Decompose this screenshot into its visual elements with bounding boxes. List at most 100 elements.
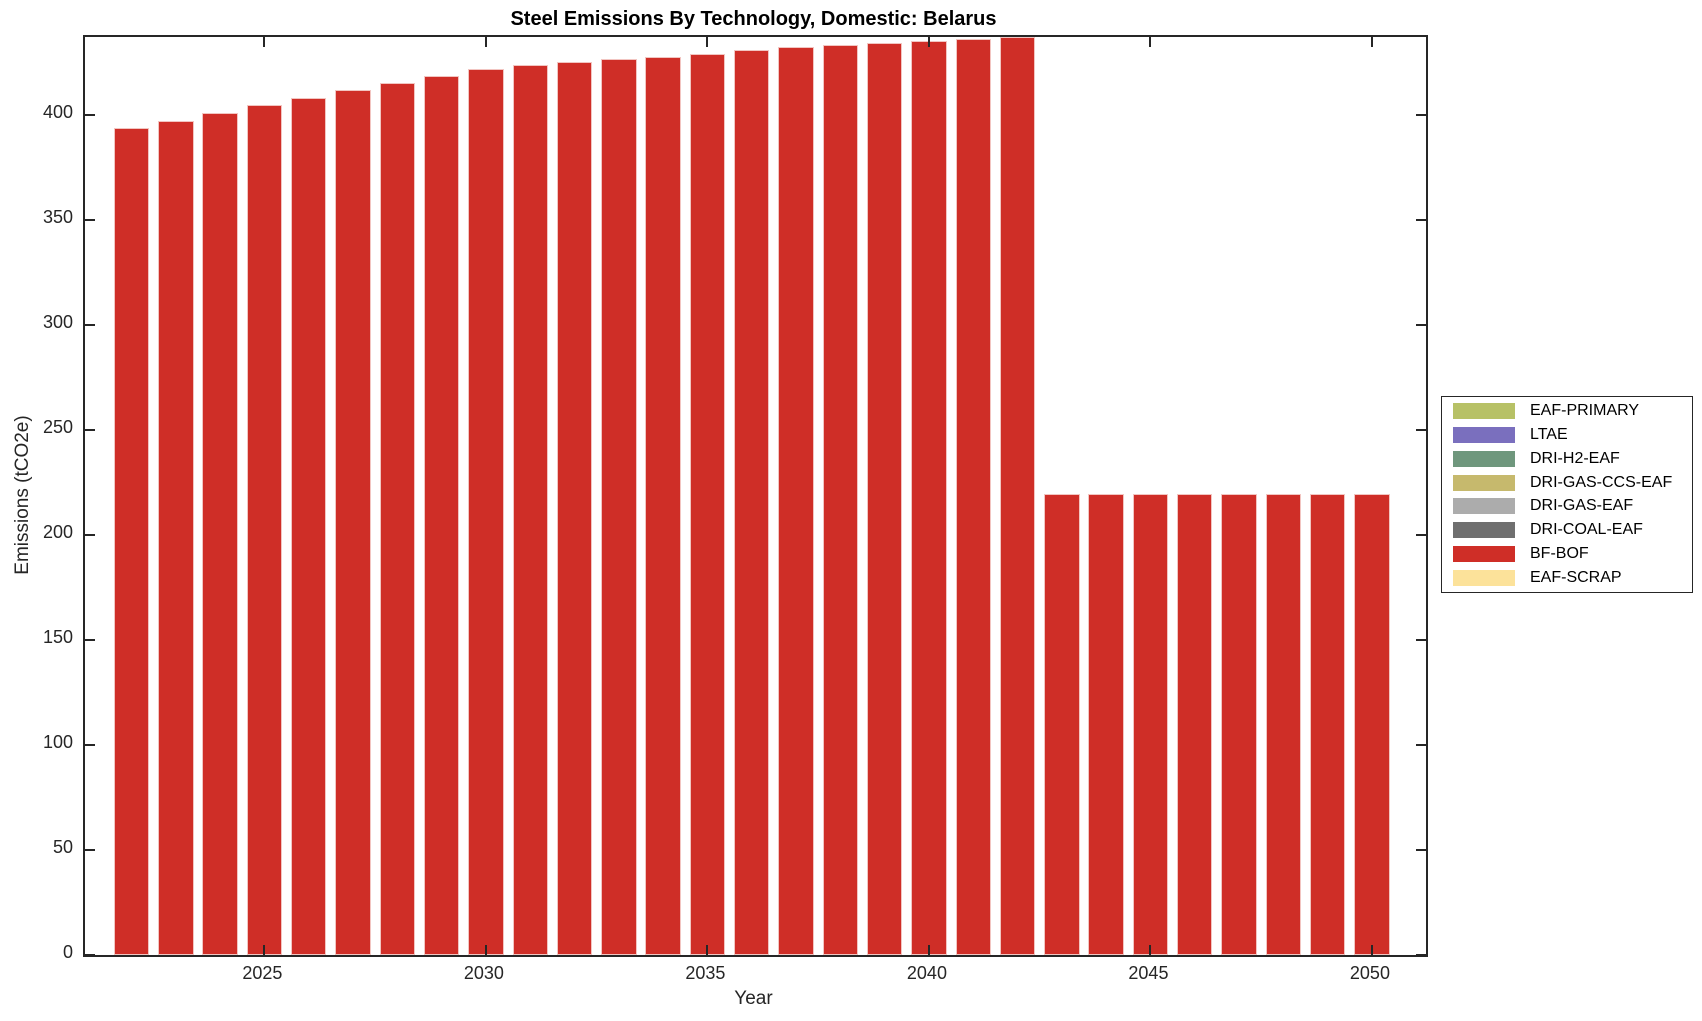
x-tick-2030: [484, 945, 487, 955]
bar-bf-bof-2047: [1221, 494, 1257, 955]
legend-swatch-eaf-scrap: [1453, 570, 1515, 587]
y-tick-200: [85, 534, 95, 537]
bar-bf-bof-2022: [113, 128, 150, 955]
legend-swatch-ltae: [1453, 426, 1515, 443]
bar-bf-bof-2031: [512, 65, 548, 955]
y-tick-250: [85, 429, 95, 432]
bar-bf-bof-2028: [379, 82, 416, 955]
bar-bf-bof-2035: [689, 53, 726, 955]
x-tick-top-2040: [927, 37, 930, 47]
x-axis-label: Year: [734, 988, 773, 1009]
legend-label-eaf-primary: EAF-PRIMARY: [1530, 401, 1640, 419]
legend-swatch-dri-coal-eaf: [1453, 522, 1515, 539]
y-tick-label-100: 100: [42, 732, 73, 753]
legend-label-dri-gas-eaf: DRI-GAS-EAF: [1530, 497, 1634, 515]
x-tick-2050: [1370, 945, 1373, 955]
y-tick-right-100: [1416, 744, 1426, 747]
x-tick-label-2045: 2045: [1128, 963, 1169, 983]
legend-item-dri-h2-eaf: DRI-H2-EAF: [1442, 447, 1692, 471]
legend-swatch-dri-gas-eaf: [1453, 498, 1515, 515]
x-tick-2045: [1149, 945, 1152, 955]
bar-bf-bof-2023: [158, 120, 194, 955]
x-tick-2025: [263, 945, 266, 955]
y-tick-50: [85, 849, 95, 852]
y-tick-400: [85, 114, 95, 117]
plot-area: [83, 35, 1428, 957]
x-tick-top-2050: [1370, 37, 1373, 47]
y-tick-right-250: [1416, 429, 1426, 432]
x-tick-2040: [927, 945, 930, 955]
y-tick-right-350: [1416, 219, 1426, 222]
legend-item-dri-coal-eaf: DRI-COAL-EAF: [1442, 518, 1692, 542]
x-tick-label-2035: 2035: [685, 963, 726, 983]
bar-bf-bof-2048: [1265, 494, 1302, 955]
y-tick-right-400: [1416, 114, 1426, 117]
legend-item-eaf-primary: EAF-PRIMARY: [1442, 399, 1692, 423]
legend-box: EAF-PRIMARY LTAE DRI-H2-EAF DRI-GAS-CCS-EAF…: [1441, 396, 1693, 593]
bar-bf-bof-2046: [1177, 494, 1213, 955]
legend-swatch-dri-gas-ccs-eaf: [1453, 474, 1515, 491]
legend-label-ltae: LTAE: [1530, 425, 1568, 443]
y-tick-right-150: [1416, 639, 1426, 642]
x-tick-top-2025: [263, 37, 266, 47]
x-tick-label-2040: 2040: [906, 963, 947, 983]
bar-bf-bof-2041: [955, 38, 991, 955]
y-tick-right-300: [1416, 324, 1426, 327]
bar-bf-bof-2033: [601, 58, 637, 955]
bar-bf-bof-2037: [778, 47, 814, 955]
bar-bf-bof-2044: [1088, 494, 1124, 955]
y-tick-label-300: 300: [42, 312, 73, 333]
bar-bf-bof-2030: [468, 69, 504, 955]
y-tick-label-350: 350: [42, 207, 73, 228]
bar-bf-bof-2043: [1044, 494, 1080, 955]
y-tick-300: [85, 324, 95, 327]
bar-bf-bof-2039: [866, 43, 903, 955]
legend-label-dri-coal-eaf: DRI-COAL-EAF: [1530, 521, 1643, 539]
bar-bf-bof-2038: [822, 45, 859, 955]
y-tick-label-150: 150: [42, 627, 73, 648]
bar-bf-bof-2034: [645, 56, 681, 955]
y-tick-100: [85, 744, 95, 747]
bar-bf-bof-2040: [911, 41, 947, 955]
legend-swatch-eaf-primary: [1453, 402, 1515, 419]
bar-bf-bof-2049: [1309, 494, 1346, 955]
x-tick-top-2035: [706, 37, 709, 47]
legend-label-eaf-scrap: EAF-SCRAP: [1530, 569, 1622, 587]
y-tick-350: [85, 219, 95, 222]
bar-bf-bof-2029: [423, 75, 460, 955]
legend-item-ltae: LTAE: [1442, 423, 1692, 447]
legend-item-dri-gas-eaf: DRI-GAS-EAF: [1442, 495, 1692, 519]
chart-title: Steel Emissions By Technology, Domestic:…: [510, 8, 997, 30]
legend-label-dri-h2-eaf: DRI-H2-EAF: [1530, 449, 1620, 467]
legend-swatch-bf-bof: [1453, 546, 1515, 563]
x-tick-2035: [706, 945, 709, 955]
legend-item-bf-bof: BF-BOF: [1442, 542, 1692, 566]
y-tick-label-200: 200: [42, 522, 73, 543]
x-tick-label-2050: 2050: [1349, 963, 1390, 983]
bar-bf-bof-2036: [734, 50, 770, 955]
y-tick-right-200: [1416, 534, 1426, 537]
legend-label-bf-bof: BF-BOF: [1530, 545, 1589, 563]
bar-bf-bof-2032: [556, 61, 593, 955]
x-tick-label-2025: 2025: [242, 963, 283, 983]
y-tick-label-400: 400: [42, 102, 73, 123]
y-tick-right-50: [1416, 849, 1426, 852]
legend-item-eaf-scrap: EAF-SCRAP: [1442, 566, 1692, 590]
bar-bf-bof-2050: [1354, 494, 1390, 955]
bar-bf-bof-2024: [202, 113, 238, 955]
y-tick-right-0: [1416, 954, 1426, 955]
y-tick-label-50: 50: [52, 837, 73, 858]
x-tick-top-2030: [484, 37, 487, 47]
bar-bf-bof-2026: [291, 97, 327, 955]
bar-bf-bof-2027: [335, 90, 371, 955]
bar-bf-bof-2045: [1132, 494, 1169, 955]
legend-item-dri-gas-ccs-eaf: DRI-GAS-CCS-EAF: [1442, 471, 1692, 495]
y-tick-label-0: 0: [62, 942, 73, 962]
x-tick-label-2030: 2030: [463, 963, 504, 983]
legend-label-dri-gas-ccs-eaf: DRI-GAS-CCS-EAF: [1530, 473, 1673, 491]
y-tick-label-250: 250: [42, 417, 73, 438]
x-tick-top-2045: [1149, 37, 1152, 47]
bar-bf-bof-2042: [999, 37, 1036, 955]
legend-swatch-dri-h2-eaf: [1453, 450, 1515, 467]
